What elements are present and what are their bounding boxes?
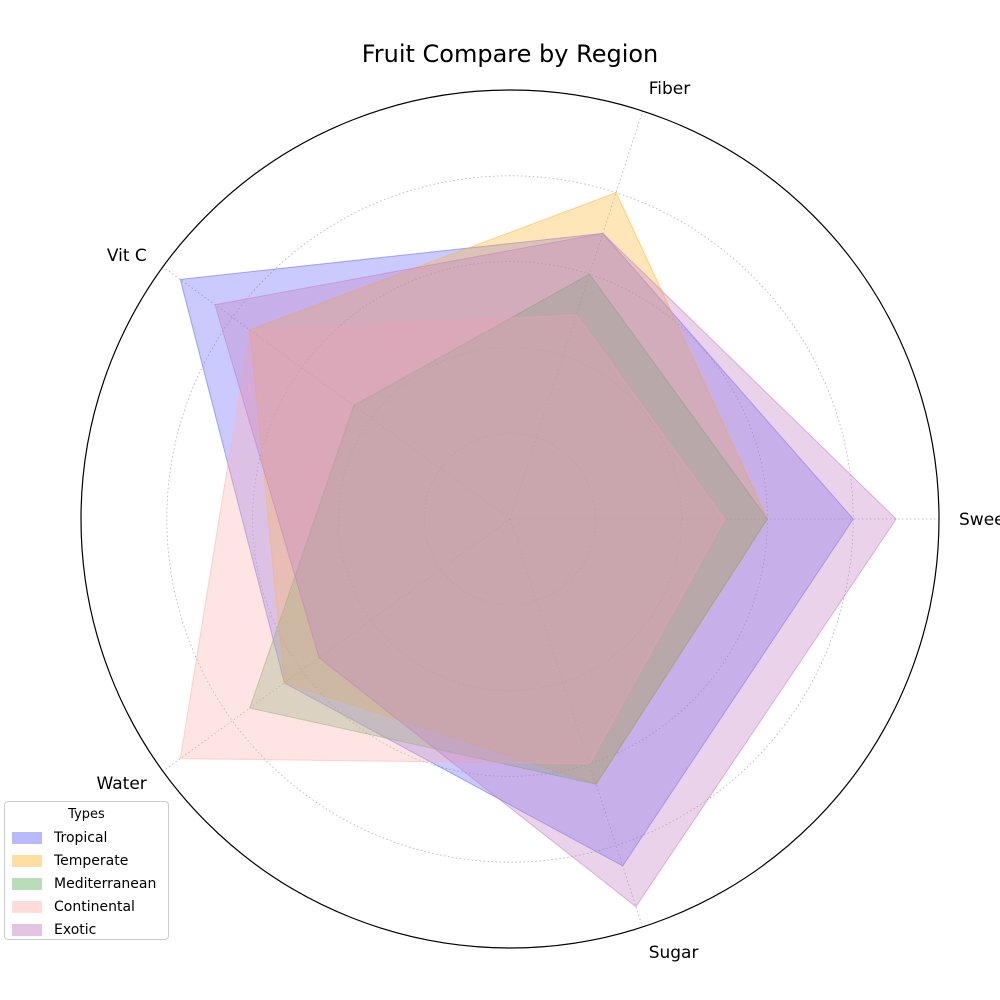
- legend-swatch: [12, 854, 42, 867]
- legend-swatch: [12, 831, 42, 844]
- series-exotic: [214, 232, 897, 908]
- series-tropical: [179, 232, 854, 867]
- legend-label: Exotic: [54, 921, 97, 938]
- legend-item-continental: Continental: [5, 895, 168, 918]
- axis-label-vit-c: Vit C: [107, 246, 147, 266]
- legend-item-tropical: Tropical: [5, 826, 168, 849]
- grid-ring-2: [337, 346, 683, 692]
- outer-ring: [80, 89, 940, 949]
- legend-items: Tropical Temperate Mediterranean Continenta…: [5, 826, 168, 941]
- series-mediterranean: [249, 273, 769, 785]
- axis-label-sweet: Sweet: [959, 510, 1000, 530]
- legend-item-mediterranean: Mediterranean: [5, 872, 168, 895]
- legend-label: Temperate: [54, 852, 129, 869]
- radar-series: [179, 191, 897, 908]
- legend-swatch: [12, 877, 42, 890]
- legend-label: Tropical: [54, 829, 108, 846]
- axis-label-water: Water: [97, 774, 147, 794]
- axis-label-sugar: Sugar: [649, 943, 699, 963]
- legend-title: Types: [68, 807, 105, 822]
- axis-labels: Sweet Fiber Vit C Water Sugar: [97, 79, 1000, 963]
- legend: Types Tropical Temperate Mediterranean Cont…: [4, 801, 169, 940]
- spoke-sugar: [509, 518, 643, 928]
- series-continental: [179, 314, 726, 765]
- legend-label: Continental: [54, 898, 135, 915]
- spoke-vit-c: [162, 266, 511, 520]
- legend-swatch: [12, 900, 42, 913]
- legend-item-temperate: Temperate: [5, 849, 168, 872]
- legend-item-exotic: Exotic: [5, 918, 168, 941]
- grid-ring-1: [423, 432, 597, 606]
- chart-title: Fruit Compare by Region: [362, 40, 659, 68]
- legend-swatch: [12, 923, 42, 936]
- spoke-fiber: [509, 110, 643, 520]
- axis-label-fiber: Fiber: [649, 79, 691, 99]
- spoke-water: [162, 518, 511, 772]
- legend-label: Mediterranean: [54, 875, 157, 892]
